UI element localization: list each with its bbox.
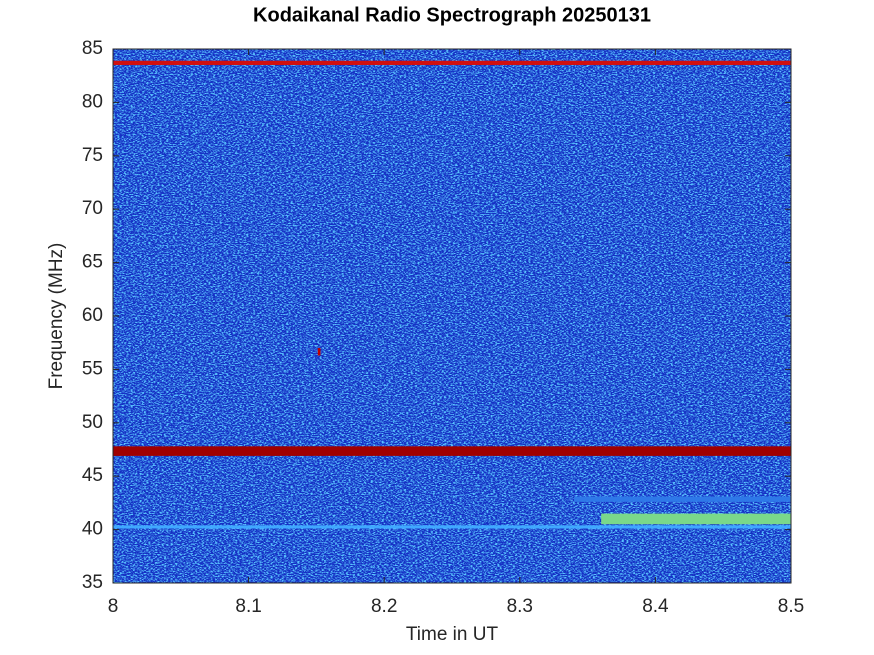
chart-title: Kodaikanal Radio Spectrograph 20250131 xyxy=(253,4,651,26)
y-tick-label: 70 xyxy=(82,198,103,219)
x-tick-label: 8.2 xyxy=(371,596,397,617)
emission-band xyxy=(113,60,791,66)
emission-band xyxy=(113,446,791,456)
y-tick-label: 85 xyxy=(82,38,103,59)
y-tick-label: 60 xyxy=(82,305,103,326)
x-tick-label: 8.1 xyxy=(235,596,261,617)
emission-band xyxy=(601,513,791,525)
y-tick-label: 65 xyxy=(82,252,103,273)
x-axis-label: Time in UT xyxy=(406,624,499,645)
emission-band xyxy=(317,348,321,356)
y-axis-label: Frequency (MHz) xyxy=(46,243,67,390)
emission-band xyxy=(574,496,791,502)
y-tick-label: 50 xyxy=(82,412,103,433)
x-tick-label: 8.5 xyxy=(778,596,804,617)
x-tick-label: 8.4 xyxy=(642,596,669,617)
x-tick-label: 8 xyxy=(108,596,119,617)
spectrogram-noise xyxy=(113,49,791,583)
y-tick-label: 40 xyxy=(82,519,103,540)
y-tick-label: 35 xyxy=(82,572,103,593)
y-tick-label: 55 xyxy=(82,358,103,379)
plot-frame xyxy=(112,48,792,584)
x-tick-label: 8.3 xyxy=(507,596,533,617)
y-tick-label: 45 xyxy=(82,465,103,486)
y-tick-label: 80 xyxy=(82,91,103,112)
y-tick-label: 75 xyxy=(82,145,103,166)
emission-band xyxy=(113,525,791,529)
